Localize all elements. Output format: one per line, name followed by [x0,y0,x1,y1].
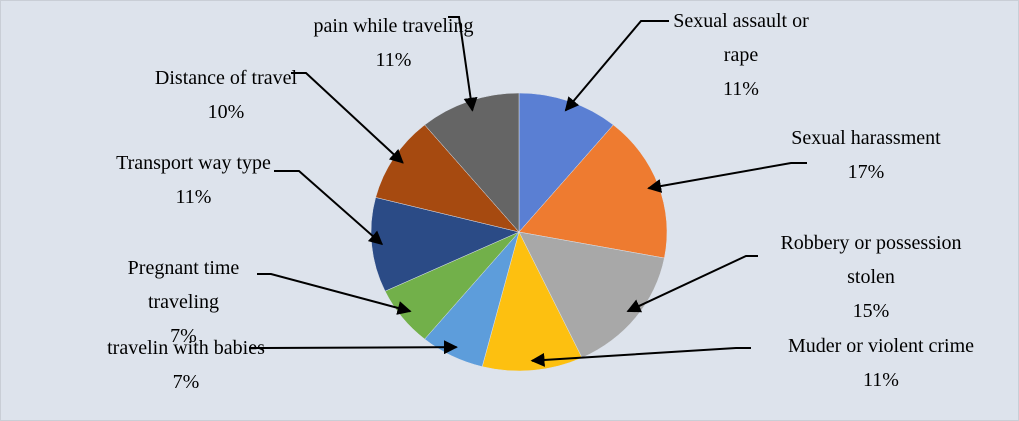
slice-label: Muder or violent crime 11% [746,329,1016,397]
percent-label: 7% [172,371,200,393]
percent-label: 15% [852,300,890,322]
slice-label: Pregnant time traveling 7% [96,251,271,353]
category-name: Sexual assault or rape [673,10,809,66]
leader-arrow [448,16,478,112]
percent-label: 10% [207,101,245,123]
slice-label: Sexual harassment 17% [786,121,946,189]
category-name: Distance of travel [154,67,298,89]
leader-arrow [291,72,404,164]
leader-arrow [274,170,384,246]
category-name: travelin with babies [107,337,265,359]
pie-slice [481,231,583,372]
slice-label: travelin with babies 7% [96,331,276,399]
percent-label: 11% [723,78,759,100]
leader-arrow [249,340,458,355]
slice-label: Distance of travel 10% [151,61,301,129]
percent-label: 11% [375,49,412,71]
category-name: pain while traveling [313,15,474,37]
category-name: Sexual harassment [791,127,941,149]
leader-arrow [530,347,751,367]
category-name: Muder or violent crime [787,335,975,357]
slice-label: Robbery or possession stolen 15% [756,226,986,328]
percent-label: 7% [170,325,197,347]
category-name: Robbery or possession stolen [780,232,962,288]
leader-arrow [257,273,412,315]
leader-arrow [626,255,758,313]
slice-label: pain while traveling 11% [311,9,476,77]
category-name: Pregnant time traveling [127,257,240,313]
leader-arrow [564,20,669,112]
slice-label: Sexual assault or rape 11% [656,4,826,106]
leader-arrow [647,162,807,193]
percent-label: 11% [175,186,212,208]
slice-label: Transport way type 11% [111,146,276,214]
percent-label: 17% [847,161,885,183]
pie-slice [518,231,665,359]
category-name: Transport way type [116,152,271,174]
percent-label: 11% [863,369,899,391]
